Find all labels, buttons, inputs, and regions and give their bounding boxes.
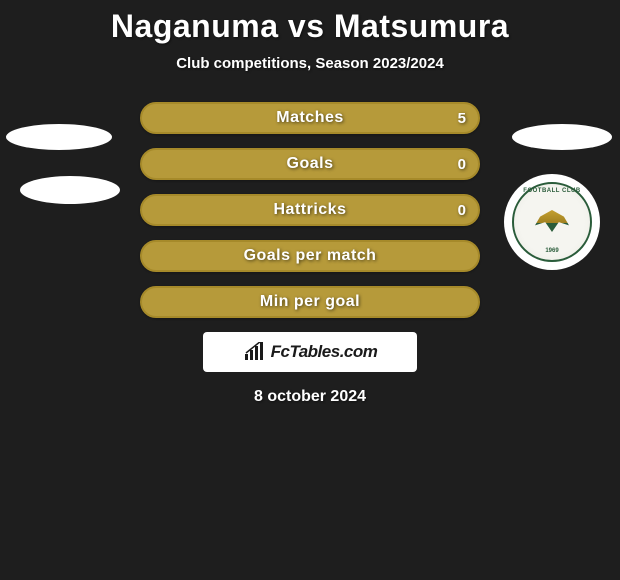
date-label: 8 october 2024	[0, 388, 620, 406]
stat-label: Min per goal	[260, 293, 360, 311]
stat-value-right: 0	[458, 202, 466, 219]
club-logo-bottom-text: 1969	[545, 248, 558, 254]
branding-box: FcTables.com	[203, 332, 417, 372]
stat-label: Hattricks	[274, 201, 347, 219]
stat-label: Goals	[287, 155, 334, 173]
branding-chart-icon	[243, 342, 267, 362]
page-title: Naganuma vs Matsumura	[0, 8, 620, 45]
stat-row: Matches 5	[140, 102, 480, 134]
stat-row: Hattricks 0	[140, 194, 480, 226]
avatar-placeholder-right-top	[512, 124, 612, 150]
branding-text: FcTables.com	[271, 342, 378, 362]
avatar-placeholder-left-top	[6, 124, 112, 150]
stat-row: Min per goal	[140, 286, 480, 318]
stat-row: Goals per match	[140, 240, 480, 272]
page-subtitle: Club competitions, Season 2023/2024	[0, 55, 620, 72]
stat-value-right: 5	[458, 110, 466, 127]
stat-label: Goals per match	[244, 247, 377, 265]
stat-label: Matches	[276, 109, 344, 127]
club-logo-top-text: FOOTBALL CLUB	[523, 188, 580, 194]
club-logo-eagle-icon	[532, 210, 572, 240]
club-logo-right: FOOTBALL CLUB 1969	[504, 174, 600, 270]
stat-value-right: 0	[458, 156, 466, 173]
club-logo-inner: FOOTBALL CLUB 1969	[512, 182, 592, 262]
avatar-placeholder-left-bottom	[20, 176, 120, 204]
stat-row: Goals 0	[140, 148, 480, 180]
